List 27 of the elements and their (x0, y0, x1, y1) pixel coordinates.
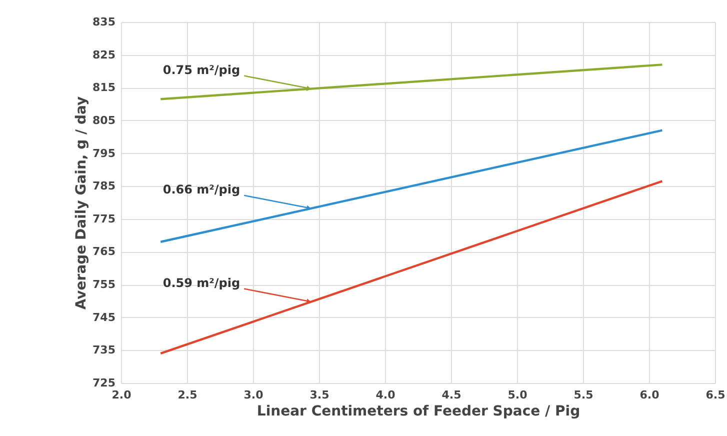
x-tick-label: 5.0 (508, 388, 528, 402)
series-label: 0.75 m²/pig (162, 62, 240, 77)
y-tick-label: 825 (92, 48, 116, 62)
y-tick-label: 815 (92, 81, 116, 94)
x-tick-label: 2.0 (112, 388, 132, 402)
x-tick-label: 6.5 (706, 388, 726, 402)
text: 0.66 m²/pig (162, 182, 240, 196)
y-axis-title: Average Daily Gain, g / day (74, 96, 90, 310)
x-tick-label: 6.0 (640, 388, 660, 402)
y-tick-label: 835 (92, 16, 116, 28)
y-tick-label: 805 (92, 114, 116, 127)
y-tick-label: 735 (92, 344, 116, 357)
x-tick-label: 3.0 (244, 388, 264, 402)
text: 0.59 m²/pig (162, 276, 240, 290)
y-tick-label: 725 (92, 376, 116, 390)
x-tick-label: 5.5 (574, 388, 594, 402)
x-axis-title: Linear Centimeters of Feeder Space / Pig (256, 404, 580, 420)
x-tick-label: 2.5 (178, 388, 198, 402)
y-tick-label: 785 (92, 180, 116, 193)
x-tick-label: 3.5 (310, 388, 330, 402)
y-tick-label: 745 (92, 310, 116, 324)
y-tick-label: 765 (92, 245, 116, 258)
y-tick-label: 755 (92, 278, 116, 292)
x-tick-label: 4.0 (376, 388, 396, 402)
y-tick-label: 795 (92, 146, 116, 160)
y-tick-label: 775 (92, 212, 116, 226)
x-tick-label: 4.5 (442, 388, 462, 402)
